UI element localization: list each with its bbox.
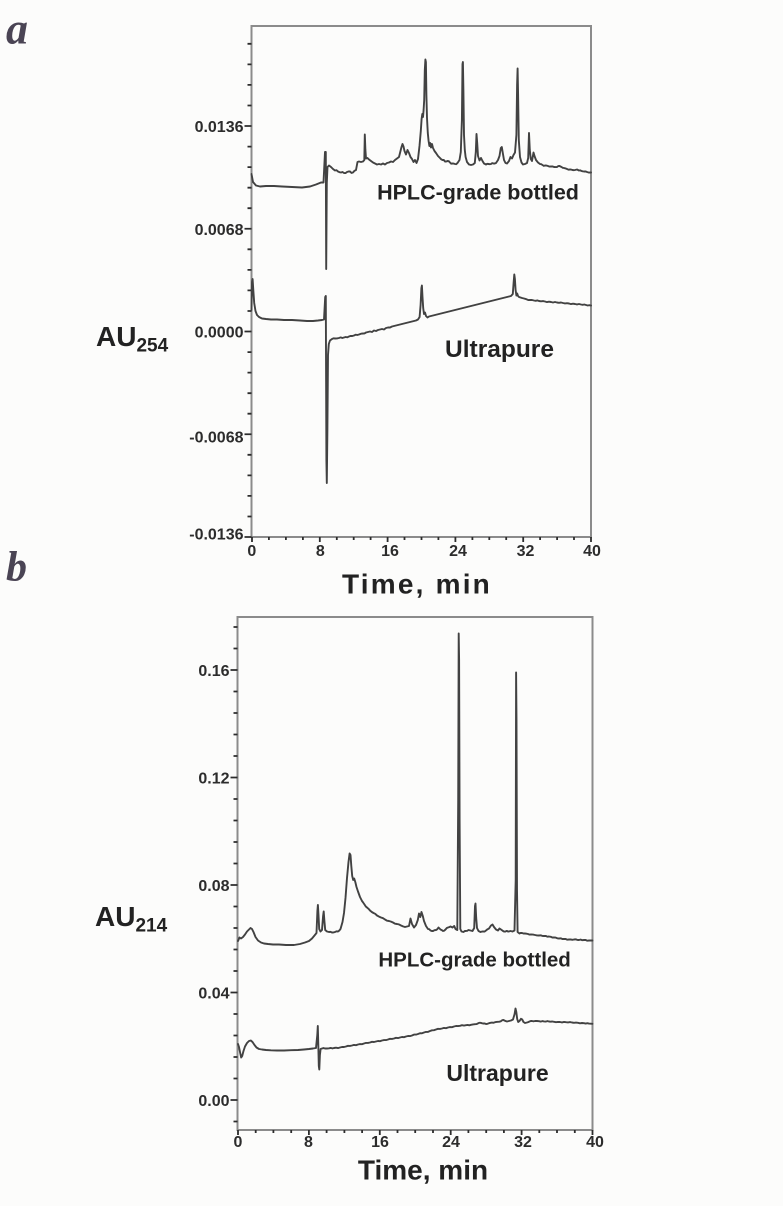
svg-text:HPLC-grade bottled: HPLC-grade bottled (378, 949, 570, 972)
svg-text:HPLC-grade bottled: HPLC-grade bottled (377, 181, 579, 205)
svg-text:Ultrapure: Ultrapure (446, 1060, 548, 1086)
svg-text:16: 16 (381, 543, 399, 560)
svg-text:0.08: 0.08 (198, 878, 229, 895)
svg-text:32: 32 (517, 543, 535, 560)
svg-text:24: 24 (442, 1134, 460, 1151)
svg-text:-0.0136: -0.0136 (189, 527, 243, 544)
svg-text:0.16: 0.16 (198, 663, 229, 680)
svg-text:40: 40 (583, 543, 601, 560)
svg-text:16: 16 (371, 1134, 389, 1151)
svg-text:0: 0 (234, 1134, 243, 1151)
svg-text:Time, min: Time, min (358, 1155, 488, 1186)
svg-text:0.0136: 0.0136 (195, 119, 244, 136)
svg-text:8: 8 (316, 543, 325, 560)
svg-text:a: a (6, 5, 28, 54)
svg-text:0.0068: 0.0068 (195, 222, 244, 239)
svg-text:Ultrapure: Ultrapure (445, 336, 554, 363)
svg-text:0.04: 0.04 (198, 986, 229, 1003)
svg-text:24: 24 (449, 543, 467, 560)
svg-text:Time, min: Time, min (342, 568, 492, 599)
svg-text:0.0000: 0.0000 (195, 325, 244, 342)
svg-text:0: 0 (247, 543, 256, 560)
svg-text:32: 32 (514, 1134, 532, 1151)
svg-text:40: 40 (586, 1134, 604, 1151)
svg-text:0.12: 0.12 (198, 771, 229, 788)
svg-text:b: b (6, 545, 27, 591)
svg-text:0.00: 0.00 (198, 1093, 229, 1110)
svg-text:8: 8 (304, 1134, 313, 1151)
svg-text:-0.0068: -0.0068 (189, 429, 243, 446)
